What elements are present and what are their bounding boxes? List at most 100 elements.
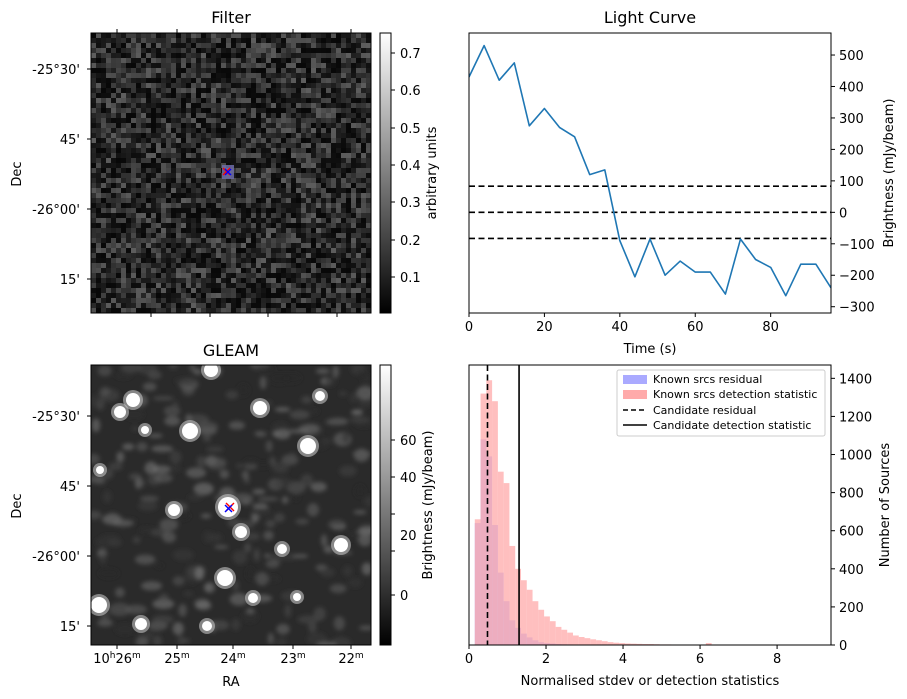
filter-pixel (181, 68, 186, 73)
filter-pixel (301, 103, 306, 108)
filter-pixel (361, 258, 366, 263)
filter-pixel (166, 58, 171, 63)
filter-pixel (226, 113, 231, 118)
filter-pixel (351, 138, 356, 143)
filter-pixel (171, 138, 176, 143)
filter-pixel (216, 108, 221, 113)
gleam-noise-blob (172, 549, 194, 561)
filter-pixel (196, 273, 201, 278)
filter-pixel (301, 108, 306, 113)
filter-pixel (271, 308, 276, 313)
filter-pixel (116, 138, 121, 143)
filter-pixel (336, 78, 341, 83)
filter-pixel (256, 308, 261, 313)
gleam-noise-blob (292, 493, 300, 502)
filter-pixel (131, 148, 136, 153)
filter-pixel (156, 38, 161, 43)
filter-pixel (301, 88, 306, 93)
filter-pixel (241, 248, 246, 253)
filter-pixel (261, 203, 266, 208)
filter-pixel (231, 228, 236, 233)
filter-pixel (136, 228, 141, 233)
filter-pixel (311, 118, 316, 123)
filter-pixel (341, 243, 346, 248)
filter-pixel (161, 43, 166, 48)
filter-pixel (351, 203, 356, 208)
filter-pixel (346, 308, 351, 313)
filter-pixel (126, 238, 131, 243)
filter-pixel (226, 158, 231, 163)
filter-pixel (231, 88, 236, 93)
filter-pixel (146, 283, 151, 288)
filter-pixel (131, 113, 136, 118)
filter-pixel (196, 158, 201, 163)
filter-pixel (156, 168, 161, 173)
filter-pixel (201, 158, 206, 163)
filter-pixel (181, 288, 186, 293)
filter-pixel (216, 193, 221, 198)
filter-pixel (276, 303, 281, 308)
filter-pixel (136, 308, 141, 313)
filter-pixel (326, 133, 331, 138)
filter-pixel (116, 63, 121, 68)
filter-pixel (111, 38, 116, 43)
filter-pixel (361, 303, 366, 308)
filter-pixel (221, 138, 226, 143)
filter-pixel (191, 33, 196, 38)
filter-pixel (361, 253, 366, 258)
filter-pixel (196, 213, 201, 218)
filter-pixel (191, 218, 196, 223)
filter-pixel (316, 103, 321, 108)
filter-pixel (326, 303, 331, 308)
filter-pixel (156, 298, 161, 303)
filter-pixel (191, 68, 196, 73)
filter-pixel (171, 38, 176, 43)
filter-pixel (246, 263, 251, 268)
filter-pixel (91, 138, 96, 143)
filter-pixel (361, 278, 366, 283)
filter-pixel (276, 133, 281, 138)
gleam-colorbar-tick-label: 60 (400, 434, 417, 449)
filter-pixel (221, 78, 226, 83)
filter-pixel (91, 278, 96, 283)
filter-pixel (101, 78, 106, 83)
filter-pixel (211, 78, 216, 83)
filter-pixel (131, 158, 136, 163)
filter-pixel (161, 58, 166, 63)
filter-pixel (336, 248, 341, 253)
filter-pixel (161, 133, 166, 138)
filter-pixel (106, 263, 111, 268)
filter-pixel (321, 103, 326, 108)
filter-pixel (361, 263, 366, 268)
filter-pixel (201, 123, 206, 128)
filter-pixel (161, 233, 166, 238)
filter-pixel (261, 58, 266, 63)
filter-pixel (196, 43, 201, 48)
filter-pixel (126, 263, 131, 268)
filter-pixel (346, 103, 351, 108)
filter-pixel (251, 158, 256, 163)
filter-pixel (206, 228, 211, 233)
filter-pixel (91, 143, 96, 148)
filter-pixel (156, 103, 161, 108)
filter-pixel (276, 288, 281, 293)
filter-pixel (111, 78, 116, 83)
filter-pixel (156, 233, 161, 238)
filter-pixel (141, 238, 146, 243)
filter-pixel (276, 108, 281, 113)
filter-pixel (301, 98, 306, 103)
filter-pixel (136, 193, 141, 198)
filter-pixel (291, 198, 296, 203)
filter-pixel (316, 48, 321, 53)
filter-pixel (101, 293, 106, 298)
gleam-noise-blob (172, 622, 184, 636)
filter-pixel (96, 243, 101, 248)
filter-pixel (106, 288, 111, 293)
filter-pixel (326, 293, 331, 298)
filter-pixel (166, 53, 171, 58)
filter-pixel (176, 193, 181, 198)
filter-pixel (291, 188, 296, 193)
filter-pixel (116, 228, 121, 233)
filter-pixel (226, 108, 231, 113)
filter-pixel (216, 78, 221, 83)
